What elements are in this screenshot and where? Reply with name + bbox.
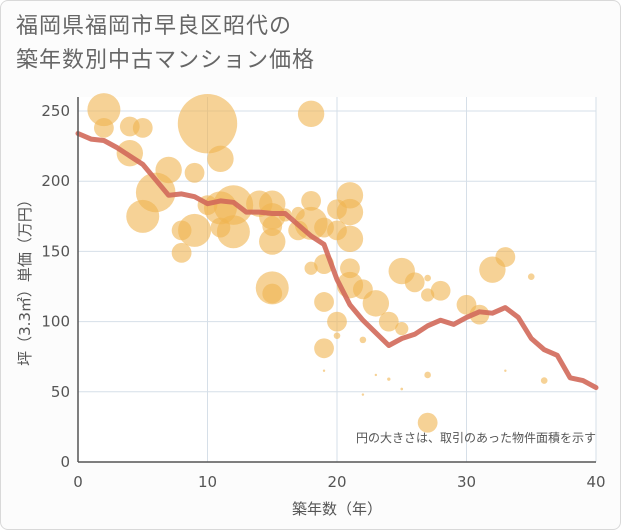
bubble-point: [359, 336, 367, 344]
y-tick-label: 150: [41, 242, 70, 260]
bubble-point: [132, 117, 153, 138]
bubble-point: [504, 369, 507, 372]
bubble-point: [184, 162, 205, 183]
bubble-point: [378, 311, 399, 332]
y-axis-title: 坪（3.3㎡）単価（万円）: [16, 192, 34, 366]
bubble-point: [421, 288, 435, 302]
x-tick-label: 20: [327, 473, 346, 491]
bubble-point: [178, 213, 212, 247]
x-axis-title: 築年数（年）: [292, 500, 382, 518]
bubble-point: [387, 377, 391, 381]
x-tick-label: 30: [457, 473, 476, 491]
bubble-point: [322, 369, 326, 372]
bubble-point: [540, 377, 548, 384]
y-tick-label: 100: [41, 313, 70, 331]
bubble-point: [430, 280, 451, 301]
bubble-point: [527, 273, 535, 280]
bubble-point: [259, 228, 286, 255]
bubble-point: [361, 393, 365, 396]
x-tick-label: 40: [586, 473, 605, 491]
bubble-point: [333, 332, 341, 339]
bubble-point: [327, 311, 347, 332]
bubble-point: [126, 199, 160, 233]
y-tick-label: 250: [41, 102, 70, 120]
trend-line-series: [75, 131, 599, 391]
x-tick-label: 10: [198, 473, 217, 491]
bubble-point: [395, 322, 409, 336]
y-tick-label: 200: [41, 172, 70, 190]
bubble-point: [314, 292, 334, 312]
bubble-point: [216, 215, 250, 249]
bubble-series: [87, 93, 548, 433]
bubble-point: [362, 290, 390, 317]
bubble-point: [171, 242, 192, 263]
bubble-point: [297, 100, 325, 128]
bubble-point: [94, 117, 114, 138]
chart-title-line-1: 福岡県福岡市早良区昭代の: [16, 14, 293, 39]
bubble-point: [262, 283, 283, 304]
chart-title-line-2: 築年数別中古マンション価格: [16, 48, 316, 73]
x-tick-label: 0: [73, 473, 83, 491]
bubble-point: [424, 371, 431, 379]
bubble-point: [336, 198, 364, 226]
bubble-point: [404, 272, 425, 293]
bubble-point: [207, 145, 234, 172]
trend-line: [75, 131, 599, 391]
bubble-point: [417, 412, 438, 433]
bubble-point: [495, 247, 516, 267]
bubble-point: [87, 93, 121, 127]
y-tick-label: 0: [60, 453, 70, 471]
axes: 0 10 20 30 40 0 50 100 150 200 250: [41, 97, 606, 491]
bubble-point: [301, 190, 321, 211]
bubble-point: [336, 225, 364, 252]
bubble-point: [177, 93, 238, 154]
bubble-point: [374, 373, 378, 377]
bubble-size-note: 円の大きさは、取引のあった物件面積を示す: [356, 430, 596, 445]
y-tick-label: 50: [51, 383, 70, 401]
bubble-point: [400, 387, 404, 391]
chart-title: 福岡県福岡市早良区昭代の 築年数別中古マンション価格: [16, 10, 315, 78]
bubble-point: [469, 304, 490, 325]
bubble-point: [424, 274, 431, 282]
bubble-point: [314, 338, 334, 359]
